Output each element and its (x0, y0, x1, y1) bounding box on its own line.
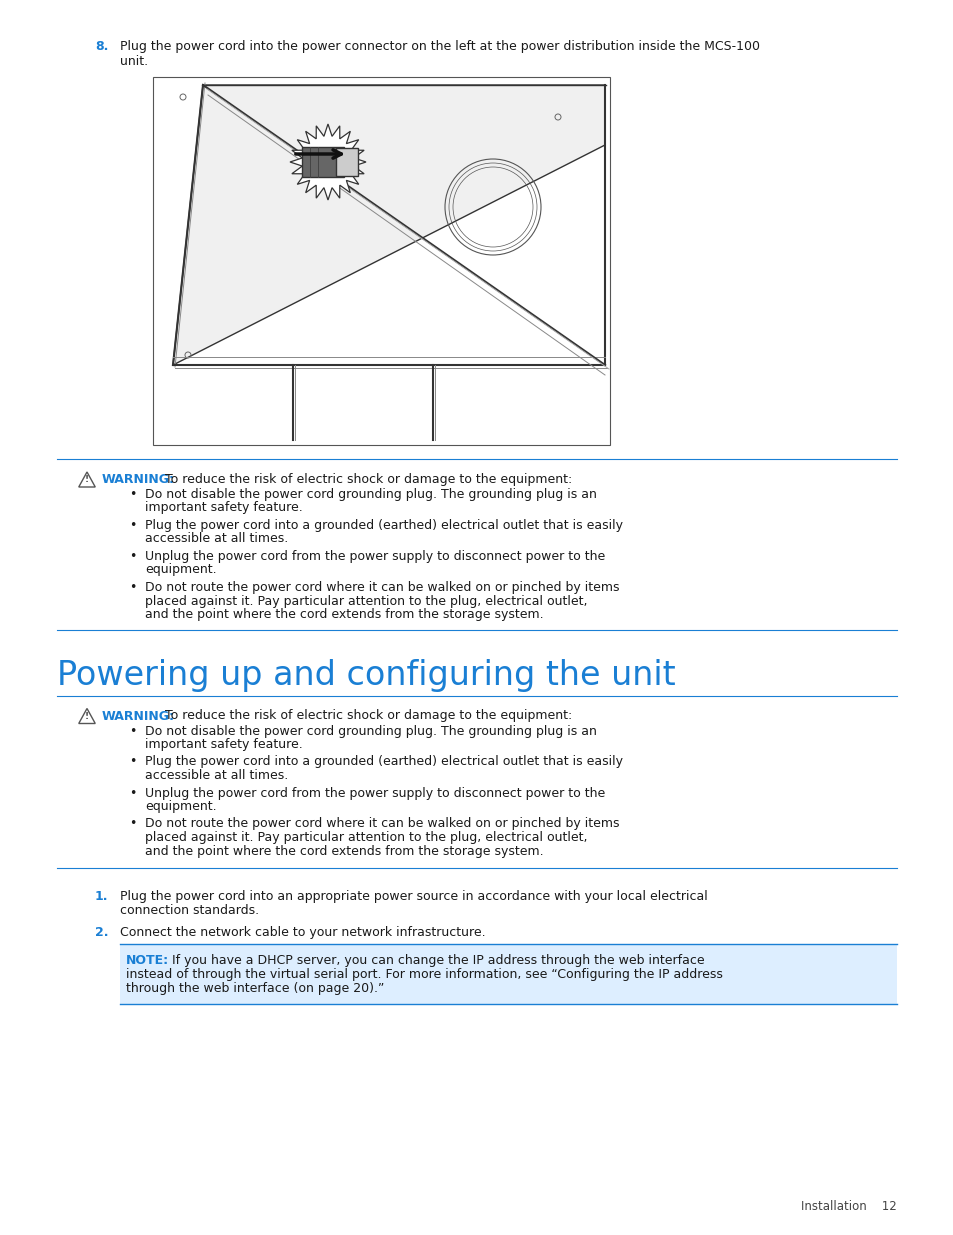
Text: If you have a DHCP server, you can change the IP address through the web interfa: If you have a DHCP server, you can chang… (164, 953, 704, 967)
Text: accessible at all times.: accessible at all times. (145, 769, 288, 782)
Text: To reduce the risk of electric shock or damage to the equipment:: To reduce the risk of electric shock or … (157, 709, 572, 722)
Text: Unplug the power cord from the power supply to disconnect power to the: Unplug the power cord from the power sup… (145, 787, 604, 799)
Text: Plug the power cord into a grounded (earthed) electrical outlet that is easily: Plug the power cord into a grounded (ear… (145, 519, 622, 532)
Text: Connect the network cable to your network infrastructure.: Connect the network cable to your networ… (120, 926, 485, 939)
Text: instead of through the virtual serial port. For more information, see “Configuri: instead of through the virtual serial po… (126, 968, 722, 981)
Text: Do not disable the power cord grounding plug. The grounding plug is an: Do not disable the power cord grounding … (145, 725, 597, 737)
Text: •: • (130, 818, 136, 830)
Text: WARNING:: WARNING: (102, 473, 174, 487)
Text: Powering up and configuring the unit: Powering up and configuring the unit (57, 659, 675, 693)
Text: 2.: 2. (95, 926, 109, 939)
Text: •: • (130, 519, 136, 532)
Text: important safety feature.: important safety feature. (145, 739, 302, 751)
Text: •: • (130, 787, 136, 799)
Text: important safety feature.: important safety feature. (145, 501, 302, 515)
Text: !: ! (85, 475, 89, 484)
Text: •: • (130, 550, 136, 563)
Text: 8.: 8. (95, 40, 109, 53)
Text: placed against it. Pay particular attention to the plug, electrical outlet,: placed against it. Pay particular attent… (145, 594, 587, 608)
Text: Do not disable the power cord grounding plug. The grounding plug is an: Do not disable the power cord grounding … (145, 488, 597, 501)
Text: Installation    12: Installation 12 (801, 1200, 896, 1213)
Text: WARNING:: WARNING: (102, 709, 174, 722)
Text: unit.: unit. (120, 56, 148, 68)
Text: Plug the power cord into an appropriate power source in accordance with your loc: Plug the power cord into an appropriate … (120, 890, 707, 903)
Text: NOTE:: NOTE: (126, 953, 169, 967)
Text: Do not route the power cord where it can be walked on or pinched by items: Do not route the power cord where it can… (145, 818, 618, 830)
Text: •: • (130, 725, 136, 737)
Text: Unplug the power cord from the power supply to disconnect power to the: Unplug the power cord from the power sup… (145, 550, 604, 563)
Bar (302, 147, 344, 177)
Text: Plug the power cord into the power connector on the left at the power distributi: Plug the power cord into the power conne… (120, 40, 760, 53)
Text: connection standards.: connection standards. (120, 904, 259, 918)
Text: To reduce the risk of electric shock or damage to the equipment:: To reduce the risk of electric shock or … (157, 473, 572, 487)
Text: !: ! (85, 711, 89, 721)
Bar (335, 148, 357, 177)
Text: •: • (130, 580, 136, 594)
Polygon shape (290, 124, 366, 200)
Text: Do not route the power cord where it can be walked on or pinched by items: Do not route the power cord where it can… (145, 580, 618, 594)
Bar (120, 944, 896, 1004)
Text: through the web interface (on page 20).”: through the web interface (on page 20).” (126, 982, 384, 995)
Text: •: • (130, 488, 136, 501)
Text: placed against it. Pay particular attention to the plug, electrical outlet,: placed against it. Pay particular attent… (145, 831, 587, 844)
Text: Plug the power cord into a grounded (earthed) electrical outlet that is easily: Plug the power cord into a grounded (ear… (145, 756, 622, 768)
Text: equipment.: equipment. (145, 800, 216, 813)
Text: equipment.: equipment. (145, 563, 216, 577)
Text: and the point where the cord extends from the storage system.: and the point where the cord extends fro… (145, 608, 543, 621)
Text: accessible at all times.: accessible at all times. (145, 532, 288, 546)
Polygon shape (172, 85, 604, 366)
Text: and the point where the cord extends from the storage system.: and the point where the cord extends fro… (145, 845, 543, 857)
Text: 1.: 1. (95, 890, 109, 903)
Bar (152, 77, 609, 445)
Text: •: • (130, 756, 136, 768)
